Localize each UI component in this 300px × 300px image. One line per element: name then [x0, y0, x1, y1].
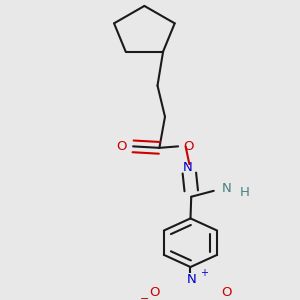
Text: O: O: [150, 286, 160, 299]
Text: H: H: [239, 186, 249, 200]
Text: N: N: [183, 160, 192, 174]
Text: N: N: [222, 182, 232, 195]
Text: −: −: [140, 294, 149, 300]
Text: O: O: [117, 140, 127, 153]
Text: O: O: [221, 286, 231, 299]
Text: +: +: [200, 268, 208, 278]
Text: N: N: [187, 273, 196, 286]
Text: O: O: [183, 140, 194, 153]
